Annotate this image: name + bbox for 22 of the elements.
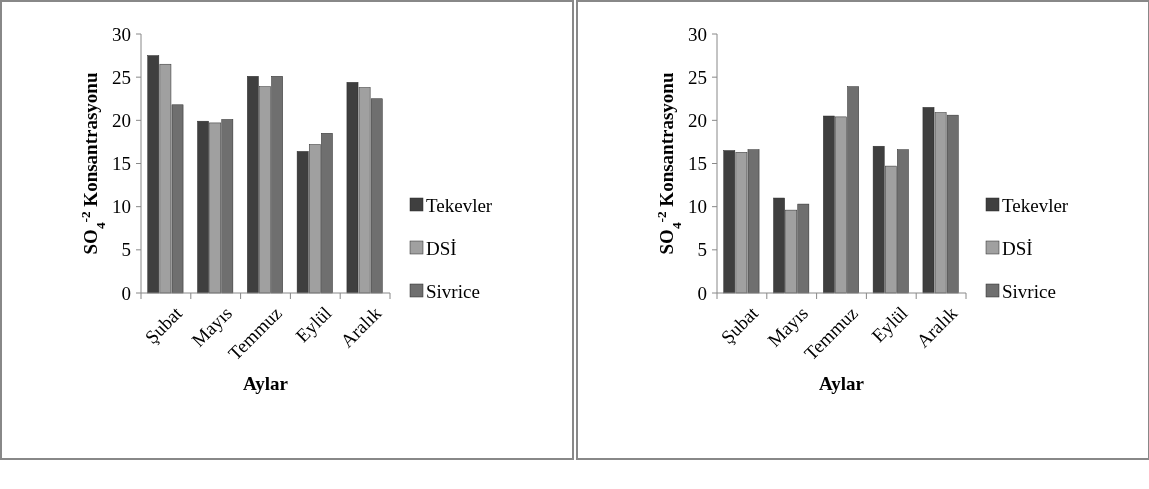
y-tick-label: 5 [121, 239, 131, 261]
y-tick-label: 15 [112, 153, 131, 175]
x-axis-title: Aylar [818, 373, 865, 394]
y-tick-label: 10 [688, 196, 707, 218]
legend-label: DSİ [1002, 237, 1033, 259]
y-tick-label: 30 [112, 23, 131, 45]
legend-label: Tekevler [1002, 194, 1069, 216]
y-tick-label: 15 [688, 153, 707, 175]
y-tick-label: 20 [112, 109, 131, 131]
legend-label: Tekevler [426, 194, 493, 216]
legend-label: Sivrice [1002, 280, 1056, 302]
y-tick-label: 20 [688, 109, 707, 131]
y-tick-label: 30 [688, 23, 707, 45]
y-tick-label: 0 [697, 282, 707, 304]
y-tick-label: 5 [697, 239, 707, 261]
y-tick-label: 10 [112, 196, 131, 218]
y-tick-label: 25 [688, 66, 707, 88]
y-tick-label: 0 [121, 282, 131, 304]
legend-label: Sivrice [426, 280, 480, 302]
legend-label: DSİ [426, 237, 457, 259]
y-tick-label: 25 [112, 66, 131, 88]
x-axis-title: Aylar [242, 373, 289, 394]
